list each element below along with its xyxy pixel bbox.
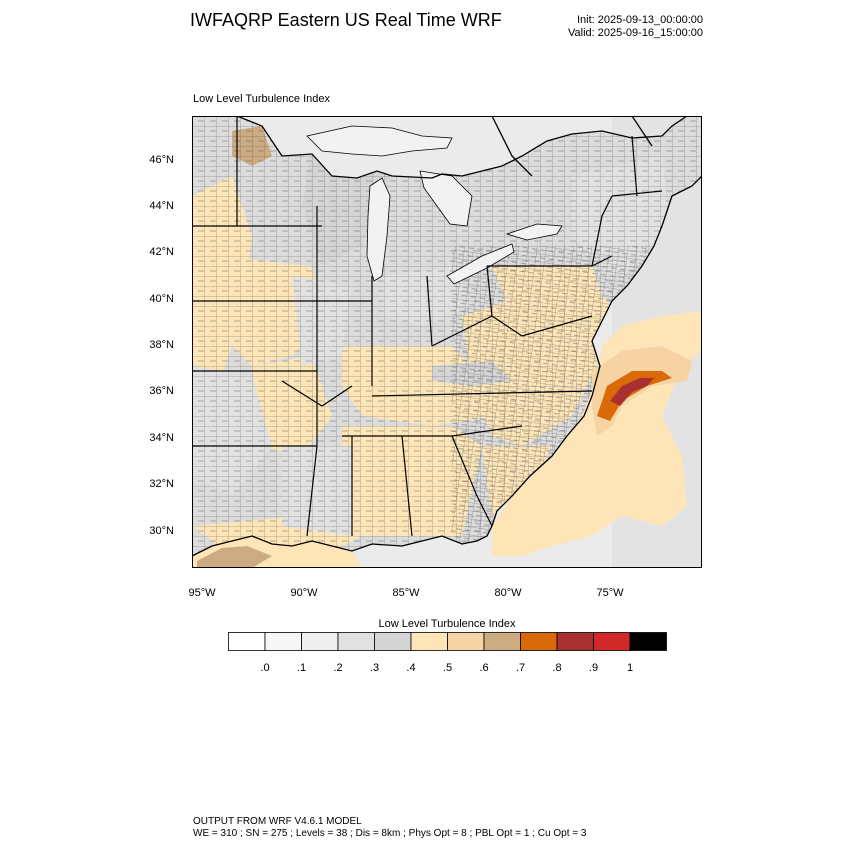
lon-label-85w: 85°W xyxy=(392,587,420,599)
valid-time: Valid: 2025-09-16_15:00:00 xyxy=(568,27,703,39)
turbulence-map xyxy=(191,115,703,568)
atlantic-turbulence-moderate xyxy=(592,346,692,436)
lat-label-30n: 30°N xyxy=(149,525,174,537)
footer-model-info: OUTPUT FROM WRF V4.6.1 MODEL xyxy=(193,816,362,827)
colorbar-swatch xyxy=(301,632,339,651)
map-subtitle: Low Level Turbulence Index xyxy=(193,93,330,105)
lat-label-32n: 32°N xyxy=(149,478,174,490)
colorbar-tick-label: 1 xyxy=(626,662,634,674)
state-borders xyxy=(192,116,663,537)
map-border xyxy=(192,116,702,568)
lat-label-34n: 34°N xyxy=(149,432,174,444)
colorbar-tick-label: .6 xyxy=(479,662,489,674)
map-panel xyxy=(191,115,703,568)
colorbar-tick-label: .8 xyxy=(552,662,562,674)
colorbar-swatch xyxy=(264,632,302,651)
coastline xyxy=(191,115,703,557)
colorbar-tick-label: .3 xyxy=(369,662,380,674)
lon-label-80w: 80°W xyxy=(494,587,522,599)
lat-label-38n: 38°N xyxy=(149,339,174,351)
lon-label-75w: 75°W xyxy=(596,587,624,599)
lon-label-95w: 95°W xyxy=(188,587,216,599)
colorbar-tick-label: .2 xyxy=(333,662,343,674)
colorbar-swatch xyxy=(410,632,448,651)
lake-michigan xyxy=(366,177,391,282)
colorbar-swatch xyxy=(483,632,521,651)
footer-run-parameters: WE = 310 ; SN = 275 ; Levels = 38 ; Dis … xyxy=(193,828,587,839)
lat-label-42n: 42°N xyxy=(149,246,174,258)
colorbar xyxy=(228,632,667,651)
colorbar-swatch xyxy=(593,632,631,651)
lat-label-44n: 44°N xyxy=(149,200,174,212)
atlantic-turbulence-core xyxy=(610,378,654,406)
atlantic-turbulence-strong xyxy=(597,371,672,421)
colorbar-swatch xyxy=(228,632,266,651)
colorbar-tick-label: .5 xyxy=(442,662,453,674)
colorbar-tick-label: .1 xyxy=(296,662,307,674)
lat-label-36n: 36°N xyxy=(149,385,174,397)
lake-superior xyxy=(306,125,453,157)
colorbar-swatch xyxy=(556,632,594,651)
colorbar-tick-label: .0 xyxy=(260,662,270,674)
colorbar-swatch xyxy=(520,632,558,651)
lake-erie xyxy=(446,243,515,285)
colorbar-swatch xyxy=(337,632,375,651)
lat-label-46n: 46°N xyxy=(149,154,174,166)
gulf-turbulence-core xyxy=(197,546,272,568)
colorbar-tick-label: .9 xyxy=(588,662,599,674)
lake-huron xyxy=(419,170,473,227)
main-title: IWFAQRP Eastern US Real Time WRF xyxy=(190,10,502,30)
colorbar-tick-label: .4 xyxy=(406,662,416,674)
colorbar-swatch xyxy=(374,632,412,651)
init-time: Init: 2025-09-13_00:00:00 xyxy=(577,14,703,26)
colorbar-swatch xyxy=(629,632,667,651)
colorbar-tick-label: .7 xyxy=(515,662,526,674)
colorbar-swatch xyxy=(447,632,485,651)
lake-ontario xyxy=(505,223,563,241)
lat-label-40n: 40°N xyxy=(149,293,174,305)
land-turbulence-fields xyxy=(192,116,702,556)
lon-label-90w: 90°W xyxy=(290,587,318,599)
colorbar-title: Low Level Turbulence Index xyxy=(378,618,516,630)
